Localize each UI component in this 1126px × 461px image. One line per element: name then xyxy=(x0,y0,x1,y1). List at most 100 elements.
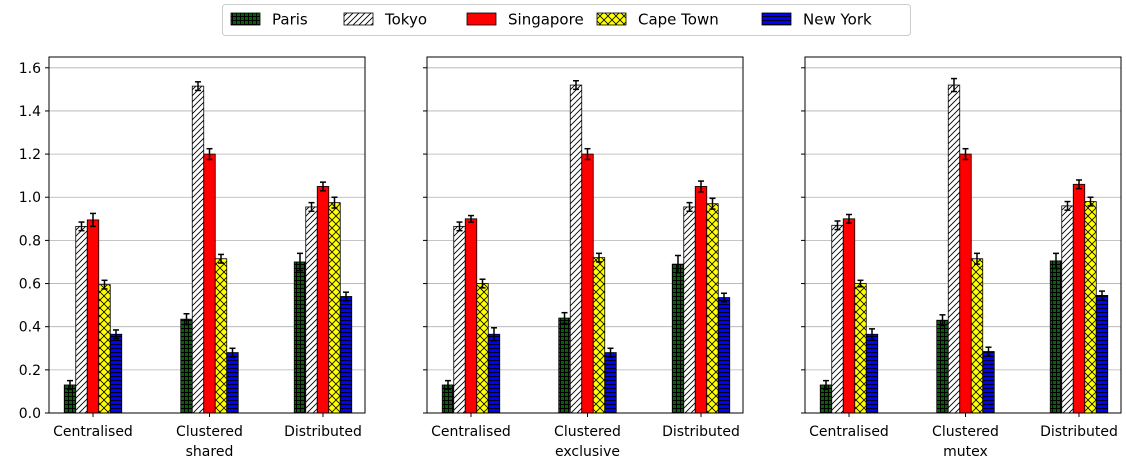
x-tick-label: Centralised xyxy=(53,424,133,440)
error-bar xyxy=(1076,179,1082,190)
x-tick-label: Clustered xyxy=(932,424,999,440)
error-bar xyxy=(834,220,841,231)
bar-tokyo xyxy=(453,225,466,414)
axes-frame xyxy=(426,56,744,414)
legend-label: Cape Town xyxy=(638,11,719,29)
bar-new-york xyxy=(487,333,501,414)
error-bar xyxy=(183,313,190,326)
y-tick-label: 0.6 xyxy=(19,277,41,293)
bar-singapore xyxy=(581,153,594,414)
bar-cape-town xyxy=(328,202,341,414)
bar-cape-town xyxy=(214,258,228,414)
bar-paris xyxy=(936,319,949,414)
x-tick-label: Centralised xyxy=(809,424,889,440)
error-bar xyxy=(607,347,614,358)
error-bar xyxy=(846,213,852,224)
error-bar xyxy=(721,292,727,303)
bar-tokyo xyxy=(75,225,88,414)
error-bar xyxy=(869,328,875,341)
error-bar xyxy=(1099,290,1105,301)
error-bar xyxy=(985,346,992,357)
y-tick-label: 1.0 xyxy=(19,190,41,206)
bar-tokyo xyxy=(947,84,961,414)
bar-paris xyxy=(558,317,571,414)
legend-frame xyxy=(222,4,911,36)
bar-new-york xyxy=(717,297,731,414)
legend-label: Paris xyxy=(272,11,308,29)
bar-singapore xyxy=(316,186,330,414)
y-tick-label: 1.6 xyxy=(19,61,41,77)
x-tick-label: Distributed xyxy=(284,424,362,440)
legend-entry-new-york: New York xyxy=(761,11,872,29)
bar-tokyo xyxy=(569,84,583,414)
x-tick-label: Distributed xyxy=(1040,424,1118,440)
bar-paris xyxy=(180,318,193,414)
error-bar xyxy=(195,81,201,92)
axes-frame xyxy=(48,56,366,414)
error-bar xyxy=(584,147,591,161)
x-tick-label: shared xyxy=(186,444,234,460)
bar-singapore xyxy=(842,218,856,414)
error-bar xyxy=(229,347,236,358)
error-bar xyxy=(468,214,474,223)
error-bar xyxy=(709,197,716,210)
error-bar xyxy=(596,252,602,263)
error-bar xyxy=(67,379,73,391)
error-bar xyxy=(90,212,96,228)
bar-tokyo xyxy=(191,85,205,414)
error-bar xyxy=(675,254,681,274)
bar-cape-town xyxy=(970,258,984,414)
error-bar xyxy=(686,201,693,213)
y-tick-label: 0.4 xyxy=(19,320,41,336)
bar-singapore xyxy=(464,218,478,414)
legend-entry-tokyo: Tokyo xyxy=(343,11,427,29)
legend-swatch xyxy=(343,12,374,26)
bar-singapore xyxy=(86,219,100,414)
error-bar xyxy=(456,221,463,232)
error-bar xyxy=(218,253,224,264)
bar-cape-town xyxy=(98,284,111,414)
error-bar xyxy=(308,201,315,213)
error-bar xyxy=(698,180,704,193)
error-bar xyxy=(206,147,213,161)
legend-label: Singapore xyxy=(508,11,584,29)
legend-swatch xyxy=(761,12,792,26)
bar-cape-town xyxy=(706,203,719,414)
bar-tokyo xyxy=(683,206,696,414)
error-bar xyxy=(101,279,108,290)
error-bar xyxy=(962,147,969,161)
bar-tokyo xyxy=(831,224,844,414)
bar-paris xyxy=(1049,260,1063,414)
legend-label: New York xyxy=(803,11,872,29)
panel-3: Centralised Clustered mutex Distributed xyxy=(801,56,1122,460)
x-tick-label: mutex xyxy=(943,444,988,460)
error-bar xyxy=(1064,200,1071,211)
bar-new-york xyxy=(226,352,239,414)
error-bar xyxy=(823,379,829,391)
panel-2: Centralised Clustered exclusive Distributed xyxy=(423,56,744,460)
bar-singapore xyxy=(959,153,972,414)
legend: Paris Tokyo Singapore Cape Town New York xyxy=(222,4,911,36)
panels: 0.0 0.2 0.4 0.6 0.8 1.0 1.2 1.4 1.6 Centralised Cl… xyxy=(19,56,1122,460)
x-tick-label: Clustered xyxy=(554,424,621,440)
bar-cape-town xyxy=(1084,201,1097,414)
legend-swatch xyxy=(466,12,497,26)
bar-tokyo xyxy=(305,206,318,414)
x-tick-label: Clustered xyxy=(176,424,243,440)
legend-swatch xyxy=(596,12,627,26)
legend-label: Tokyo xyxy=(384,11,427,29)
error-bar xyxy=(445,379,451,391)
bar-new-york xyxy=(865,333,879,414)
x-tick-label: exclusive xyxy=(555,444,620,460)
error-bar xyxy=(573,79,579,91)
error-bar xyxy=(343,291,349,302)
y-tick-label: 1.4 xyxy=(19,104,41,120)
bar-cape-town xyxy=(854,283,867,414)
error-bar xyxy=(561,311,568,325)
bar-new-york xyxy=(109,333,123,414)
error-bar xyxy=(320,181,326,192)
bar-tokyo xyxy=(1061,205,1074,414)
error-bar xyxy=(857,279,864,288)
error-bar xyxy=(479,278,486,289)
